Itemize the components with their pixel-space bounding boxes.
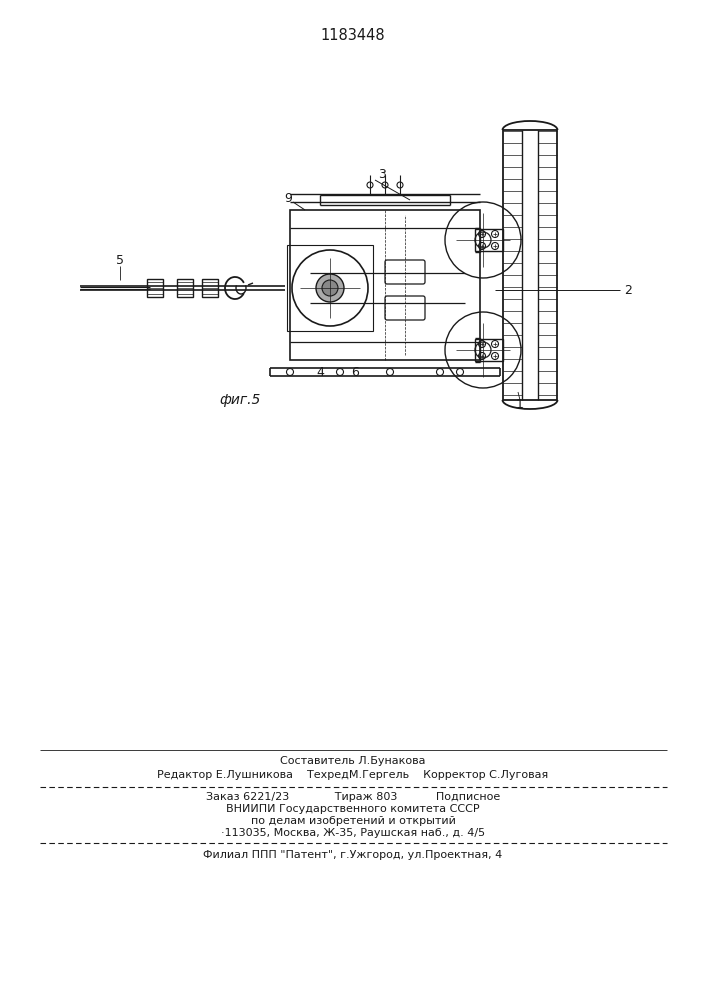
Text: Редактор Е.Лушникова    ТехредМ.Гергель    Корректор С.Луговая: Редактор Е.Лушникова ТехредМ.Гергель Кор… — [158, 770, 549, 780]
Bar — [287, 245, 373, 331]
Text: 4: 4 — [316, 365, 324, 378]
Text: Заказ 6221/23             Тираж 803           Подписное: Заказ 6221/23 Тираж 803 Подписное — [206, 792, 500, 802]
Text: 1: 1 — [516, 397, 524, 410]
Bar — [147, 279, 163, 297]
Bar — [202, 279, 218, 297]
Text: ·113035, Москва, Ж-35, Раушская наб., д. 4/5: ·113035, Москва, Ж-35, Раушская наб., д.… — [221, 828, 485, 838]
Text: 3: 3 — [378, 167, 386, 180]
Text: 5: 5 — [116, 253, 124, 266]
Bar — [177, 279, 193, 297]
Text: 9: 9 — [284, 192, 292, 205]
Text: 6: 6 — [351, 365, 359, 378]
Bar — [475, 339, 503, 361]
Bar — [290, 210, 480, 360]
Text: Филиал ППП "Патент", г.Ужгород, ул.Проектная, 4: Филиал ППП "Патент", г.Ужгород, ул.Проек… — [204, 850, 503, 860]
Bar — [475, 229, 503, 251]
Circle shape — [316, 274, 344, 302]
Text: ВНИИПИ Государственного комитета СССР: ВНИИПИ Государственного комитета СССР — [226, 804, 480, 814]
Text: по делам изобретений и открытий: по делам изобретений и открытий — [250, 816, 455, 826]
Text: Составитель Л.Бунакова: Составитель Л.Бунакова — [280, 756, 426, 766]
Text: 2: 2 — [624, 284, 632, 296]
Circle shape — [322, 280, 338, 296]
Text: 1183448: 1183448 — [321, 27, 385, 42]
Text: фиг.5: фиг.5 — [219, 393, 261, 407]
